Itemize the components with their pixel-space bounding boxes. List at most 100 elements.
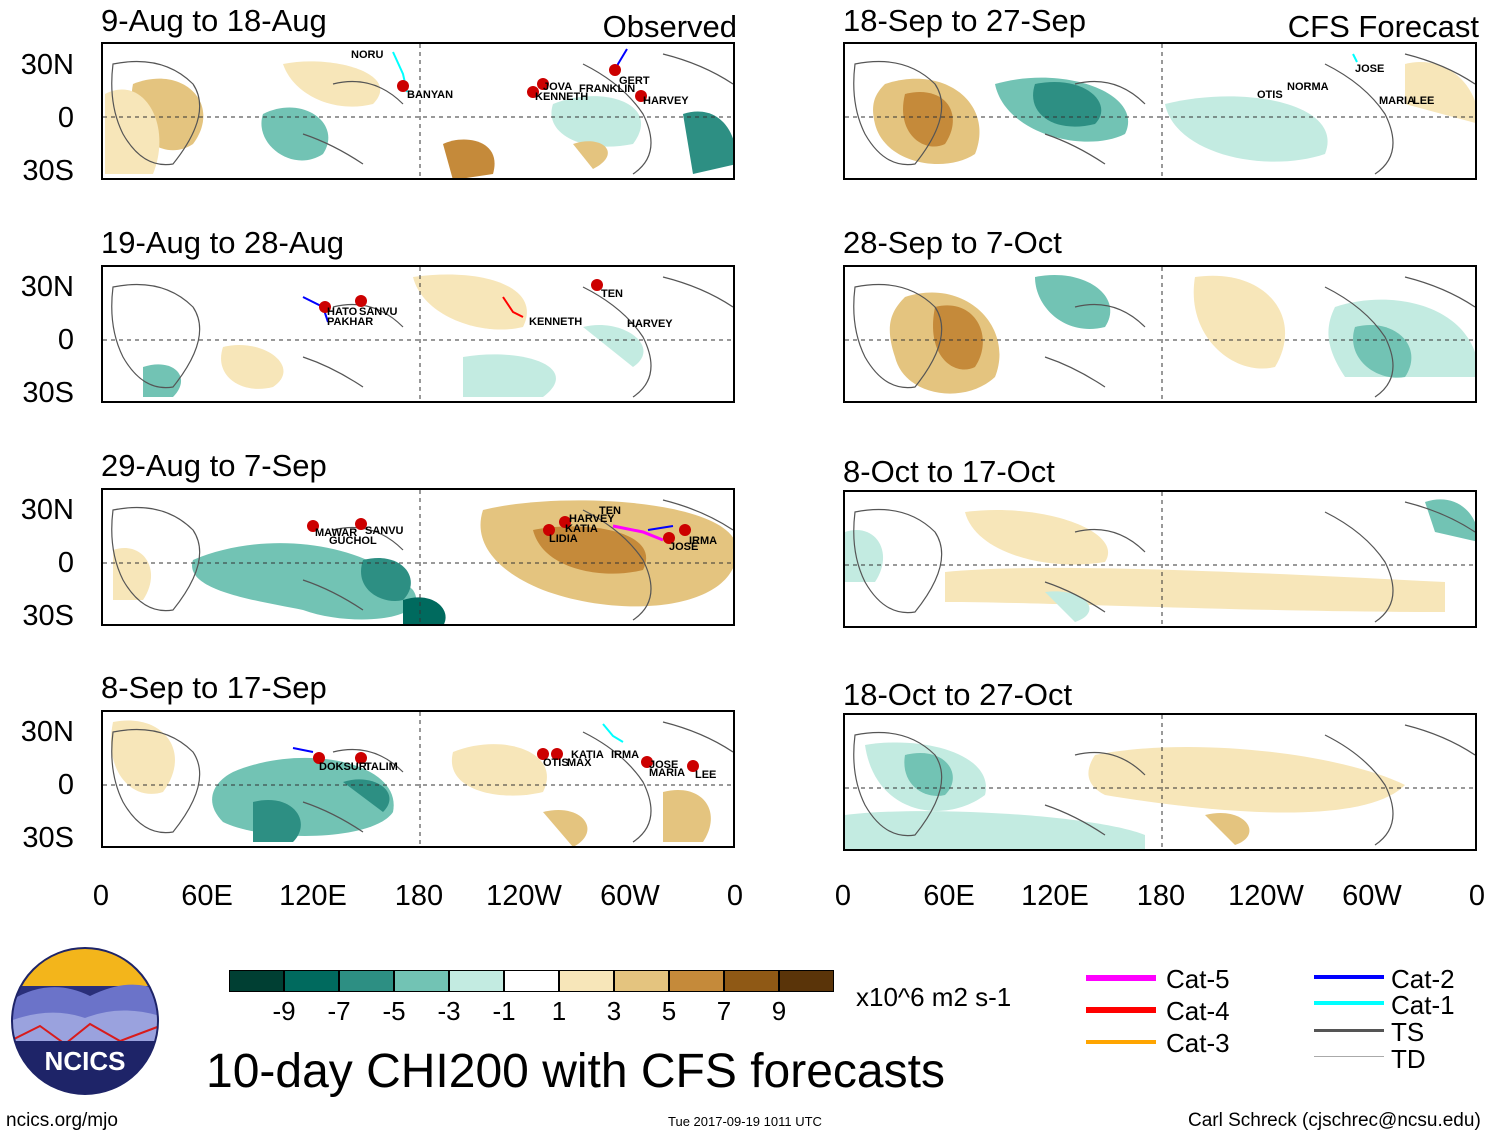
storm-label: TALIM bbox=[365, 761, 398, 773]
storm-label: JOSE bbox=[649, 759, 678, 771]
storm-label: MAX bbox=[567, 757, 592, 769]
legend-label-cat4: Cat-4 bbox=[1166, 996, 1230, 1026]
lon-label-60w: 60W bbox=[1342, 880, 1402, 912]
storm-label: HATO bbox=[327, 306, 358, 318]
colorbar-swatch bbox=[669, 970, 724, 992]
storm-label: FRANKLIN bbox=[579, 83, 635, 95]
colorbar-label: -7 bbox=[327, 996, 351, 1026]
map-panel-8 bbox=[843, 713, 1477, 851]
colorbar-swatch bbox=[339, 970, 394, 992]
storm-label: SANVU bbox=[365, 525, 404, 537]
panel-title-5: 18-Sep to 27-Sep bbox=[843, 3, 1087, 38]
legend-label-cat5: Cat-5 bbox=[1166, 964, 1230, 994]
panel-title-8: 18-Oct to 27-Oct bbox=[843, 677, 1073, 712]
storm-label: IRMA bbox=[689, 535, 717, 547]
lon-label-0: 0 bbox=[834, 880, 852, 912]
lon-label-60e: 60E bbox=[923, 880, 975, 912]
footer-author: Carl Schreck (cjschrec@ncsu.edu) bbox=[1188, 1110, 1481, 1131]
colorbar-label: 1 bbox=[551, 996, 567, 1026]
legend-label-ts: TS bbox=[1391, 1017, 1425, 1047]
lon-label-60e: 60E bbox=[181, 880, 233, 912]
colorbar-label: -9 bbox=[272, 996, 296, 1026]
observed-label: Observed bbox=[602, 9, 737, 44]
storm-label: JOSE bbox=[1355, 63, 1384, 75]
legend-label-cat1: Cat-1 bbox=[1391, 990, 1455, 1020]
colorbar-swatch bbox=[724, 970, 779, 992]
legend-label-cat3: Cat-3 bbox=[1166, 1028, 1230, 1058]
lat-label-30s: 30S bbox=[22, 377, 74, 409]
lat-label-30n: 30N bbox=[20, 49, 74, 81]
colorbar-units: x10^6 m2 s-1 bbox=[856, 982, 1012, 1012]
storm-label: LEE bbox=[695, 769, 716, 781]
storm-label: HARVEY bbox=[643, 95, 689, 107]
storm-label: NORU bbox=[351, 49, 383, 61]
storm-label: HARVEY bbox=[627, 318, 673, 330]
lat-label-30n: 30N bbox=[20, 716, 74, 748]
storm-label: MARIA bbox=[649, 767, 685, 779]
colorbar-label: 5 bbox=[661, 996, 677, 1026]
storm-label: OTIS bbox=[1257, 89, 1283, 101]
lon-label-120w: 120W bbox=[486, 880, 562, 912]
storm-label: HARVEY bbox=[569, 513, 615, 525]
colorbar-label: -1 bbox=[492, 996, 516, 1026]
colorbar-label: 7 bbox=[716, 996, 732, 1026]
storm-label: NORMA bbox=[1287, 81, 1329, 93]
storm-label: TEN bbox=[599, 505, 621, 517]
lat-label-30s: 30S bbox=[22, 600, 74, 632]
panel-title-7: 8-Oct to 17-Oct bbox=[843, 454, 1055, 489]
storm-label: MARIA bbox=[1379, 95, 1415, 107]
storm-label: MAWAR bbox=[315, 527, 357, 539]
colorbar-swatch bbox=[229, 970, 284, 992]
map-panel-3: MAWAR GUCHOL SANVU LIDIA KATIA HARVEY TE… bbox=[101, 488, 735, 626]
colorbar-swatch bbox=[449, 970, 504, 992]
colorbar-swatch bbox=[779, 970, 834, 992]
legend-line-td bbox=[1314, 1056, 1384, 1057]
colorbar-label: 3 bbox=[606, 996, 622, 1026]
colorbar-swatch bbox=[559, 970, 614, 992]
storm-label: DOKSURI bbox=[319, 761, 370, 773]
storm-label: JOSE bbox=[669, 541, 698, 553]
storm-label: GUCHOL bbox=[329, 535, 377, 547]
colorbar-swatch bbox=[504, 970, 559, 992]
storm-label: PAKHAR bbox=[327, 316, 373, 328]
legend-line-cat2 bbox=[1314, 975, 1384, 979]
panel-title-1: 9-Aug to 18-Aug bbox=[101, 3, 327, 38]
footer-url: ncics.org/mjo bbox=[6, 1110, 118, 1131]
legend-line-cat1 bbox=[1314, 1001, 1384, 1005]
lon-label-180: 180 bbox=[1136, 880, 1186, 912]
lon-label-0: 0 bbox=[1468, 880, 1486, 912]
lat-label-30s: 30S bbox=[22, 155, 74, 187]
storm-label: OTIS bbox=[543, 757, 569, 769]
legend-line-cat4 bbox=[1086, 1007, 1156, 1013]
storm-label: JOVA bbox=[543, 81, 572, 93]
lon-label-0: 0 bbox=[726, 880, 744, 912]
lat-label-30n: 30N bbox=[20, 494, 74, 526]
storm-label: IRMA bbox=[611, 749, 639, 761]
lat-label-eq: 0 bbox=[57, 324, 74, 356]
panel-title-2: 19-Aug to 28-Aug bbox=[101, 225, 345, 260]
legend-line-ts bbox=[1314, 1029, 1384, 1032]
storm-label: KATIA bbox=[565, 523, 598, 535]
colorbar-swatch bbox=[284, 970, 339, 992]
legend-line-cat5 bbox=[1086, 975, 1156, 981]
map-panel-7 bbox=[843, 490, 1477, 628]
map-panel-4: DOKSURI TALIM OTIS MAX KATIA IRMA JOSE M… bbox=[101, 710, 735, 848]
footer-timestamp: Tue 2017-09-19 1011 UTC bbox=[668, 1114, 822, 1129]
panel-title-4: 8-Sep to 17-Sep bbox=[101, 670, 327, 705]
lat-label-eq: 0 bbox=[57, 547, 74, 579]
map-panel-1: NORU BANYAN JOVA KENNETH FRANKLIN GERT H… bbox=[101, 42, 735, 180]
storm-label: BANYAN bbox=[407, 89, 453, 101]
storm-label: TEN bbox=[601, 288, 623, 300]
figure-title: 10-day CHI200 with CFS forecasts bbox=[206, 1045, 945, 1098]
storm-label: LIDIA bbox=[549, 533, 578, 545]
storm-label: KENNETH bbox=[529, 316, 582, 328]
lon-label-120e: 120E bbox=[1021, 880, 1089, 912]
storm-label: KATIA bbox=[571, 749, 604, 761]
map-panel-2: HATO SANVU PAKHAR KENNETH TEN HARVEY bbox=[101, 265, 735, 403]
lon-label-180: 180 bbox=[394, 880, 444, 912]
map-panel-6 bbox=[843, 265, 1477, 403]
legend-label-cat2: Cat-2 bbox=[1391, 964, 1455, 994]
storm-label: LEE bbox=[1413, 95, 1434, 107]
lat-label-eq: 0 bbox=[57, 769, 74, 801]
storm-label: GERT bbox=[619, 75, 650, 87]
